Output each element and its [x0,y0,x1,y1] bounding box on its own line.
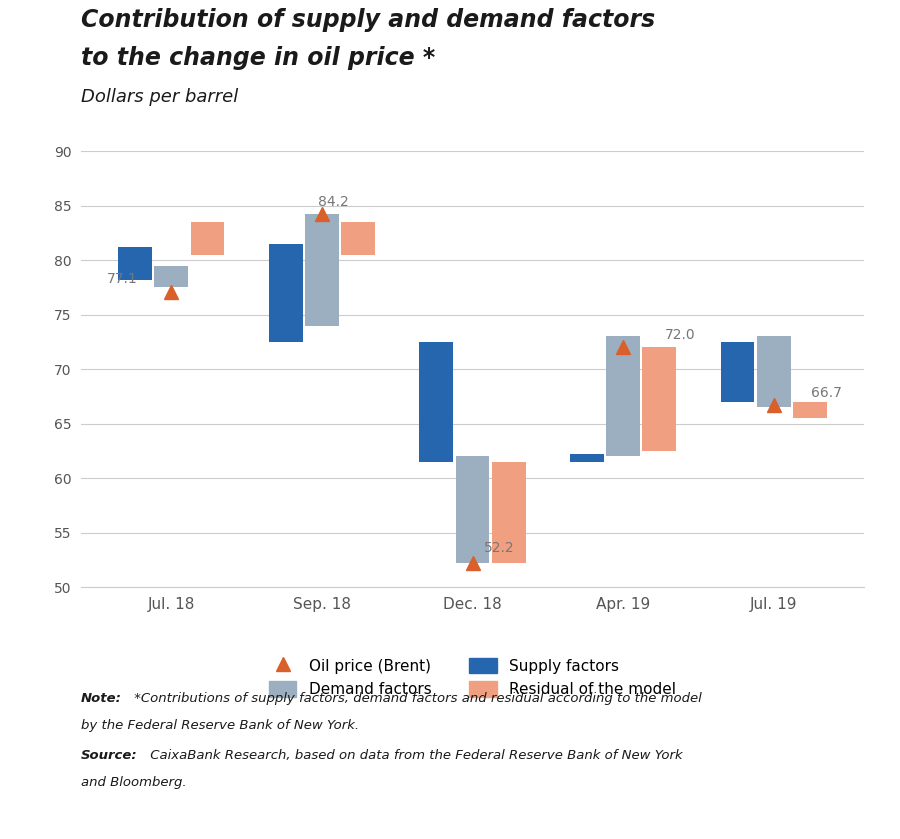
Bar [721,342,754,402]
Text: 66.7: 66.7 [811,386,842,399]
Text: Note:: Note: [81,692,122,705]
Bar [118,247,152,279]
Bar [793,402,827,418]
Bar [643,347,676,451]
Bar [269,243,302,341]
Text: 77.1: 77.1 [107,273,138,286]
Bar [305,214,339,326]
Bar [191,221,224,254]
Bar [606,336,640,456]
Bar [570,454,604,461]
Bar [455,456,490,563]
Text: Source:: Source: [81,749,138,762]
Legend: Oil price (Brent), Demand factors, Supply factors, Residual of the model: Oil price (Brent), Demand factors, Suppl… [263,652,682,703]
Text: to the change in oil price *: to the change in oil price * [81,46,436,70]
Text: by the Federal Reserve Bank of New York.: by the Federal Reserve Bank of New York. [81,719,359,732]
Bar [419,342,454,461]
Bar [155,265,188,287]
Bar [341,221,375,254]
Text: Dollars per barrel: Dollars per barrel [81,88,239,106]
Text: CaixaBank Research, based on data from the Federal Reserve Bank of New York: CaixaBank Research, based on data from t… [146,749,682,762]
Text: 72.0: 72.0 [664,328,695,341]
Text: 52.2: 52.2 [484,540,515,555]
Text: 84.2: 84.2 [319,195,349,209]
Text: Contribution of supply and demand factors: Contribution of supply and demand factor… [81,8,655,33]
Text: *Contributions of supply factors, demand factors and residual according to the m: *Contributions of supply factors, demand… [130,692,702,705]
Bar [491,461,526,563]
Text: and Bloomberg.: and Bloomberg. [81,776,186,789]
Bar [757,336,790,407]
